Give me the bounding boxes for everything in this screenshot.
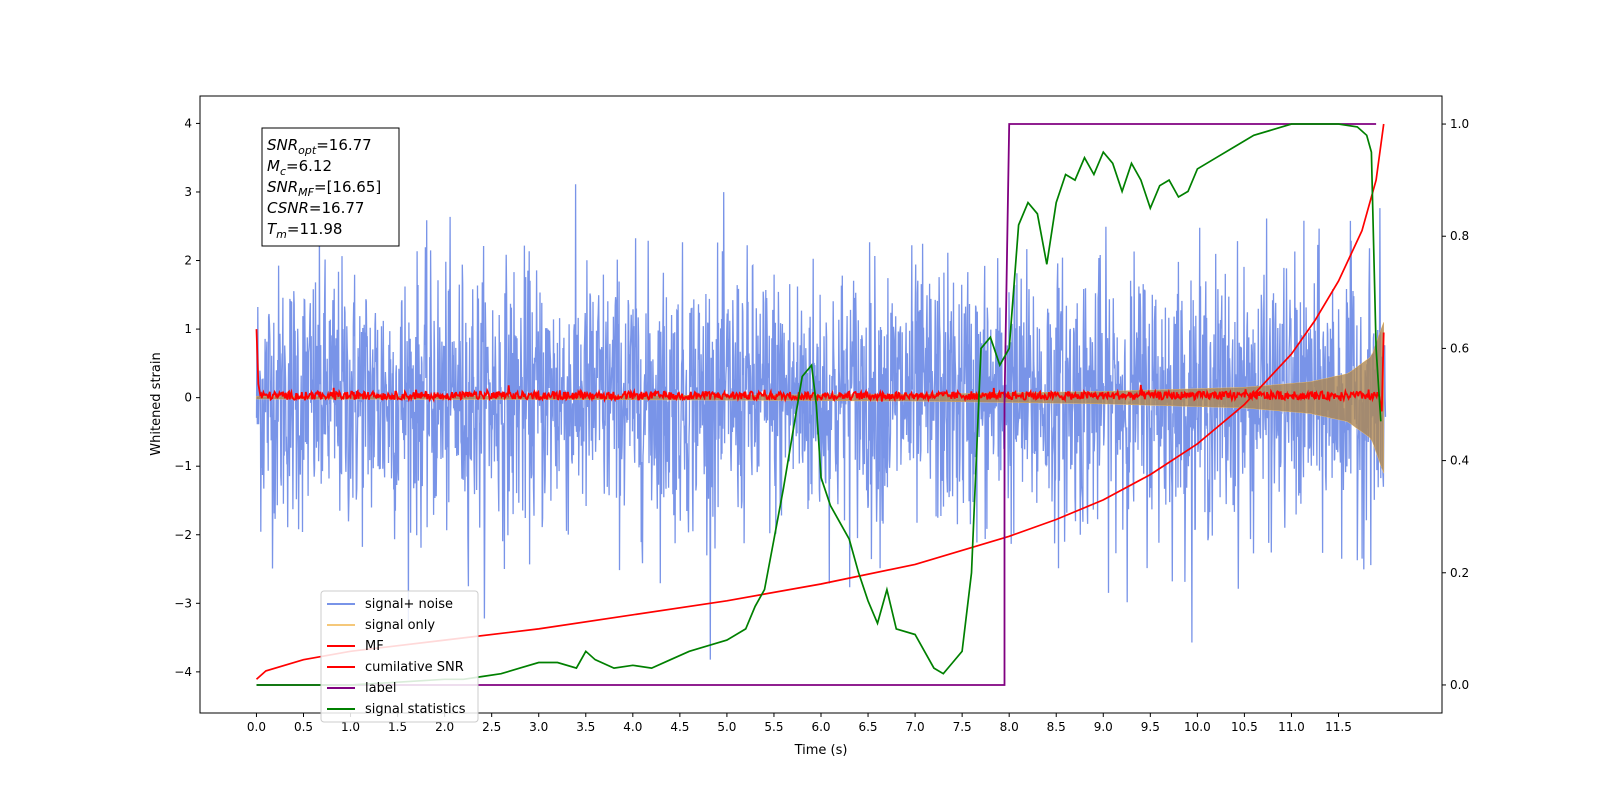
x-axis-label: Time (s): [794, 743, 848, 758]
x-tick-label: 6.0: [811, 720, 830, 734]
series-mf: [255, 329, 1385, 412]
x-tick-label: 10.5: [1231, 720, 1258, 734]
y-tick-label: −4: [174, 665, 192, 679]
series-signal-statistics: [256, 123, 1382, 686]
annotation-line: SNRMF=[16.65]: [267, 178, 381, 199]
x-tick-label: 3.0: [529, 720, 548, 734]
x-tick-label: 4.0: [623, 720, 642, 734]
x-tick-label: 7.5: [953, 720, 972, 734]
y-axis-ticks: 4 3 2 1 0 −1 −2 −3 −4: [174, 116, 200, 679]
y-tick-label: −3: [174, 596, 192, 610]
annotation-line: CSNR=16.77: [267, 199, 364, 217]
plot-area: [255, 123, 1387, 686]
x-tick-label: 4.5: [670, 720, 689, 734]
x-tick-label: 0.5: [294, 720, 313, 734]
legend-frame: [320, 590, 479, 723]
x-tick-label: 10.0: [1184, 720, 1211, 734]
annotation-line: SNRopt=16.77: [267, 136, 372, 157]
y-axis-label: Whitened strain: [149, 352, 164, 455]
legend-label: MF: [365, 639, 384, 654]
y-tick-label: 1: [184, 322, 192, 336]
y2-tick-label: 0.8: [1450, 229, 1469, 243]
legend: signal+ noise signal only MF cumilative SNR…: [320, 590, 479, 723]
annotation-frame: [261, 127, 400, 247]
legend-label: cumilative SNR: [365, 660, 464, 675]
series-signal-noise: [255, 184, 1387, 660]
y-tick-label: −2: [174, 528, 192, 542]
annotation-line: Tm=11.98: [267, 220, 342, 241]
x-tick-label: 1.5: [388, 720, 407, 734]
y2-tick-label: 0.0: [1450, 678, 1469, 692]
x-tick-label: 7.0: [906, 720, 925, 734]
annotation-line: Mc=6.12: [267, 157, 332, 178]
x-tick-label: 6.5: [858, 720, 877, 734]
x-tick-label: 5.0: [717, 720, 736, 734]
x-tick-label: 0.0: [247, 720, 266, 734]
y2-tick-label: 0.4: [1450, 454, 1469, 468]
legend-label: signal only: [365, 618, 435, 633]
y-tick-label: −1: [174, 459, 192, 473]
x-tick-label: 1.0: [341, 720, 360, 734]
y-tick-label: 0: [184, 391, 192, 405]
y-tick-label: 4: [184, 116, 192, 130]
x-axis-ticks: 0.0 0.5 1.0 1.5 2.0 2.5 3.0 3.5 4.0 4.5 5.0 5.5 6.0 6…: [247, 713, 1352, 734]
x-tick-label: 11.5: [1325, 720, 1352, 734]
metrics-annotation-box: SNRopt=16.77Mc=6.12SNRMF=[16.65]CSNR=16.…: [261, 127, 400, 247]
series-label: [256, 123, 1377, 686]
y-tick-label: 3: [184, 185, 192, 199]
x-tick-label: 5.5: [764, 720, 783, 734]
x-tick-label: 2.0: [435, 720, 454, 734]
y2-axis-ticks: 1.0 0.8 0.6 0.4 0.2 0.0: [1442, 117, 1469, 692]
y2-tick-label: 0.2: [1450, 566, 1469, 580]
x-tick-label: 8.5: [1047, 720, 1066, 734]
legend-label: signal statistics: [365, 702, 466, 717]
y-tick-label: 2: [184, 254, 192, 268]
x-tick-label: 3.5: [576, 720, 595, 734]
y2-tick-label: 0.6: [1450, 341, 1469, 355]
x-tick-label: 11.0: [1278, 720, 1305, 734]
x-tick-label: 2.5: [482, 720, 501, 734]
x-tick-label: 9.0: [1094, 720, 1113, 734]
legend-label: label: [365, 681, 396, 696]
y2-tick-label: 1.0: [1450, 117, 1469, 131]
x-tick-label: 9.5: [1141, 720, 1160, 734]
legend-label: signal+ noise: [365, 597, 453, 612]
x-tick-label: 8.0: [1000, 720, 1019, 734]
